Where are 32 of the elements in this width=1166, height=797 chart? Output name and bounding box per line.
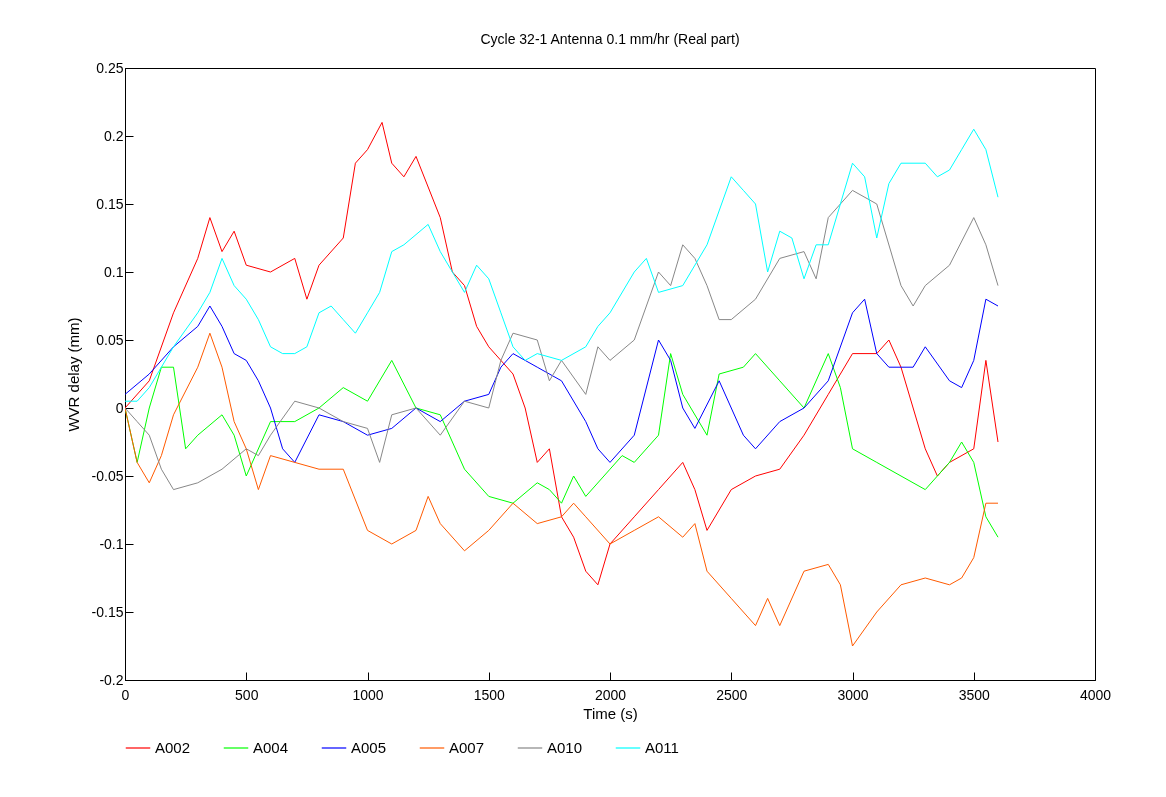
x-tick-label: 1000 (352, 686, 384, 703)
line-series (125, 298, 999, 463)
legend-label: A010 (547, 739, 583, 756)
y-tick-label: -0.1 (99, 535, 124, 552)
legend-label: A005 (351, 739, 387, 756)
y-tick-label: 0.25 (96, 59, 124, 76)
y-tick-label: 0.05 (96, 331, 124, 348)
x-tick-label: 500 (235, 686, 259, 703)
legend-label: A007 (449, 739, 485, 756)
x-tick-label: 1500 (473, 686, 506, 703)
y-tick-label: 0.15 (96, 195, 124, 212)
x-axis-title: Time (s) (583, 704, 638, 722)
y-tick-label: -0.05 (91, 467, 124, 484)
y-tick-label: 0.1 (104, 263, 124, 280)
line-series (125, 121, 999, 586)
x-tick-label: 2000 (594, 686, 627, 703)
y-tick-label: -0.2 (99, 671, 124, 688)
legend-label: A002 (155, 739, 191, 756)
x-tick-label: 4000 (1079, 686, 1112, 703)
y-tick-label: 0.2 (104, 127, 124, 144)
legend-label: A004 (253, 739, 289, 756)
legend-label: A011 (645, 739, 679, 756)
x-tick-label: 3500 (958, 686, 991, 703)
x-tick-label: 2500 (716, 686, 748, 703)
y-tick-label: 0 (115, 399, 124, 416)
line-series (125, 332, 999, 647)
chart-title: Cycle 32-1 Antenna 0.1 mm/hr (Real part) (480, 31, 740, 47)
y-axis-title: WVR delay (mm) (64, 317, 82, 432)
x-tick-label: 3000 (837, 686, 869, 703)
line-series (125, 189, 999, 491)
y-tick-label: -0.15 (91, 603, 124, 620)
line-series (125, 128, 999, 402)
